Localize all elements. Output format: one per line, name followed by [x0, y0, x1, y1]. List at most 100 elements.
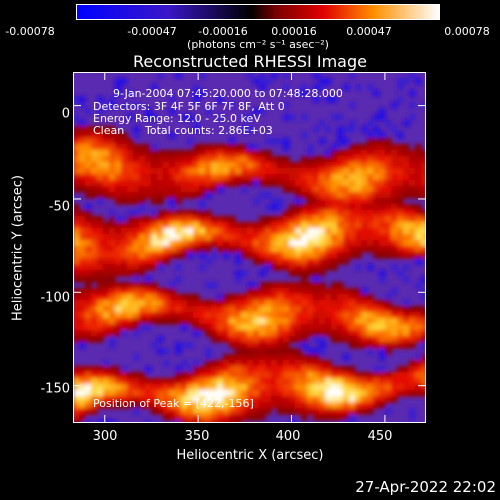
heatmap-cell: [379, 108, 386, 115]
heatmap-cell: [115, 288, 122, 295]
heatmap-cell: [133, 198, 140, 205]
heatmap-cell: [103, 276, 110, 283]
heatmap-cell: [421, 342, 426, 349]
heatmap-cell: [115, 396, 122, 403]
heatmap-cell: [79, 132, 86, 139]
heatmap-cell: [295, 336, 302, 343]
heatmap-cell: [307, 156, 314, 163]
heatmap-cell: [151, 402, 158, 409]
heatmap-cell: [91, 252, 98, 259]
heatmap-cell: [145, 258, 152, 265]
heatmap-cell: [295, 168, 302, 175]
heatmap-cell: [319, 306, 326, 313]
heatmap-cell: [259, 384, 266, 391]
heatmap-cell: [337, 234, 344, 241]
heatmap-cell: [199, 72, 206, 79]
heatmap-cell: [271, 156, 278, 163]
heatmap-cell: [253, 312, 260, 319]
heatmap-cell: [85, 378, 92, 385]
heatmap-cell: [187, 114, 194, 121]
heatmap-cell: [193, 312, 200, 319]
heatmap-cell: [241, 168, 248, 175]
heatmap-cell: [313, 126, 320, 133]
heatmap-cell: [241, 222, 248, 229]
heatmap-cell: [331, 402, 338, 409]
heatmap-cell: [355, 288, 362, 295]
heatmap-cell: [349, 420, 356, 423]
heatmap-cell: [391, 168, 398, 175]
heatmap-cell: [403, 276, 410, 283]
heatmap-cell: [157, 240, 164, 247]
heatmap-cell: [385, 252, 392, 259]
heatmap-cell: [181, 324, 188, 331]
heatmap-cell: [73, 270, 80, 277]
heatmap-cell: [415, 282, 422, 289]
heatmap-cell: [289, 240, 296, 247]
heatmap-cell: [157, 150, 164, 157]
heatmap-cell: [199, 378, 206, 385]
heatmap-cell: [79, 234, 86, 241]
heatmap-cell: [247, 228, 254, 235]
heatmap-cell: [373, 216, 380, 223]
heatmap-cell: [253, 108, 260, 115]
heatmap-cell: [367, 408, 374, 415]
heatmap-cell: [301, 234, 308, 241]
heatmap-cell: [127, 234, 134, 241]
heatmap-cell: [217, 336, 224, 343]
heatmap-cell: [331, 150, 338, 157]
heatmap-cell: [241, 234, 248, 241]
heatmap-cell: [97, 150, 104, 157]
heatmap-cell: [97, 294, 104, 301]
heatmap-cell: [163, 150, 170, 157]
heatmap-cell: [163, 180, 170, 187]
heatmap-cell: [199, 90, 206, 97]
heatmap-cell: [385, 150, 392, 157]
heatmap-cell: [103, 168, 110, 175]
heatmap-cell: [133, 402, 140, 409]
heatmap-cell: [355, 390, 362, 397]
heatmap-cell: [349, 144, 356, 151]
heatmap-cell: [403, 180, 410, 187]
heatmap-cell: [169, 210, 176, 217]
heatmap-cell: [343, 318, 350, 325]
heatmap-cell: [265, 222, 272, 229]
heatmap-cell: [91, 336, 98, 343]
heatmap-cell: [355, 312, 362, 319]
heatmap-cell: [139, 396, 146, 403]
heatmap-cell: [325, 198, 332, 205]
heatmap-cell: [421, 288, 426, 295]
heatmap-cell: [409, 150, 416, 157]
heatmap-cell: [145, 174, 152, 181]
heatmap-cell: [133, 306, 140, 313]
heatmap-cell: [373, 372, 380, 379]
heatmap-cell: [337, 396, 344, 403]
heatmap-cell: [397, 168, 404, 175]
heatmap-cell: [379, 180, 386, 187]
heatmap-cell: [397, 234, 404, 241]
heatmap-cell: [247, 330, 254, 337]
heatmap-cell: [73, 252, 80, 259]
heatmap-cell: [133, 174, 140, 181]
heatmap-cell: [361, 288, 368, 295]
heatmap-cell: [175, 222, 182, 229]
heatmap-cell: [199, 222, 206, 229]
heatmap-cell: [397, 228, 404, 235]
heatmap-cell: [139, 216, 146, 223]
heatmap-cell: [133, 186, 140, 193]
heatmap-cell: [157, 390, 164, 397]
heatmap-cell: [289, 348, 296, 355]
heatmap-cell: [211, 330, 218, 337]
heatmap-cell: [421, 354, 426, 361]
heatmap-cell: [289, 384, 296, 391]
heatmap-cell: [97, 258, 104, 265]
heatmap-cell: [331, 228, 338, 235]
heatmap-cell: [109, 174, 116, 181]
heatmap-cell: [367, 150, 374, 157]
heatmap-cell: [283, 138, 290, 145]
heatmap-cell: [361, 150, 368, 157]
heatmap-cell: [367, 306, 374, 313]
heatmap-cell: [241, 162, 248, 169]
heatmap-cell: [391, 126, 398, 133]
heatmap-cell: [85, 222, 92, 229]
heatmap-cell: [355, 216, 362, 223]
